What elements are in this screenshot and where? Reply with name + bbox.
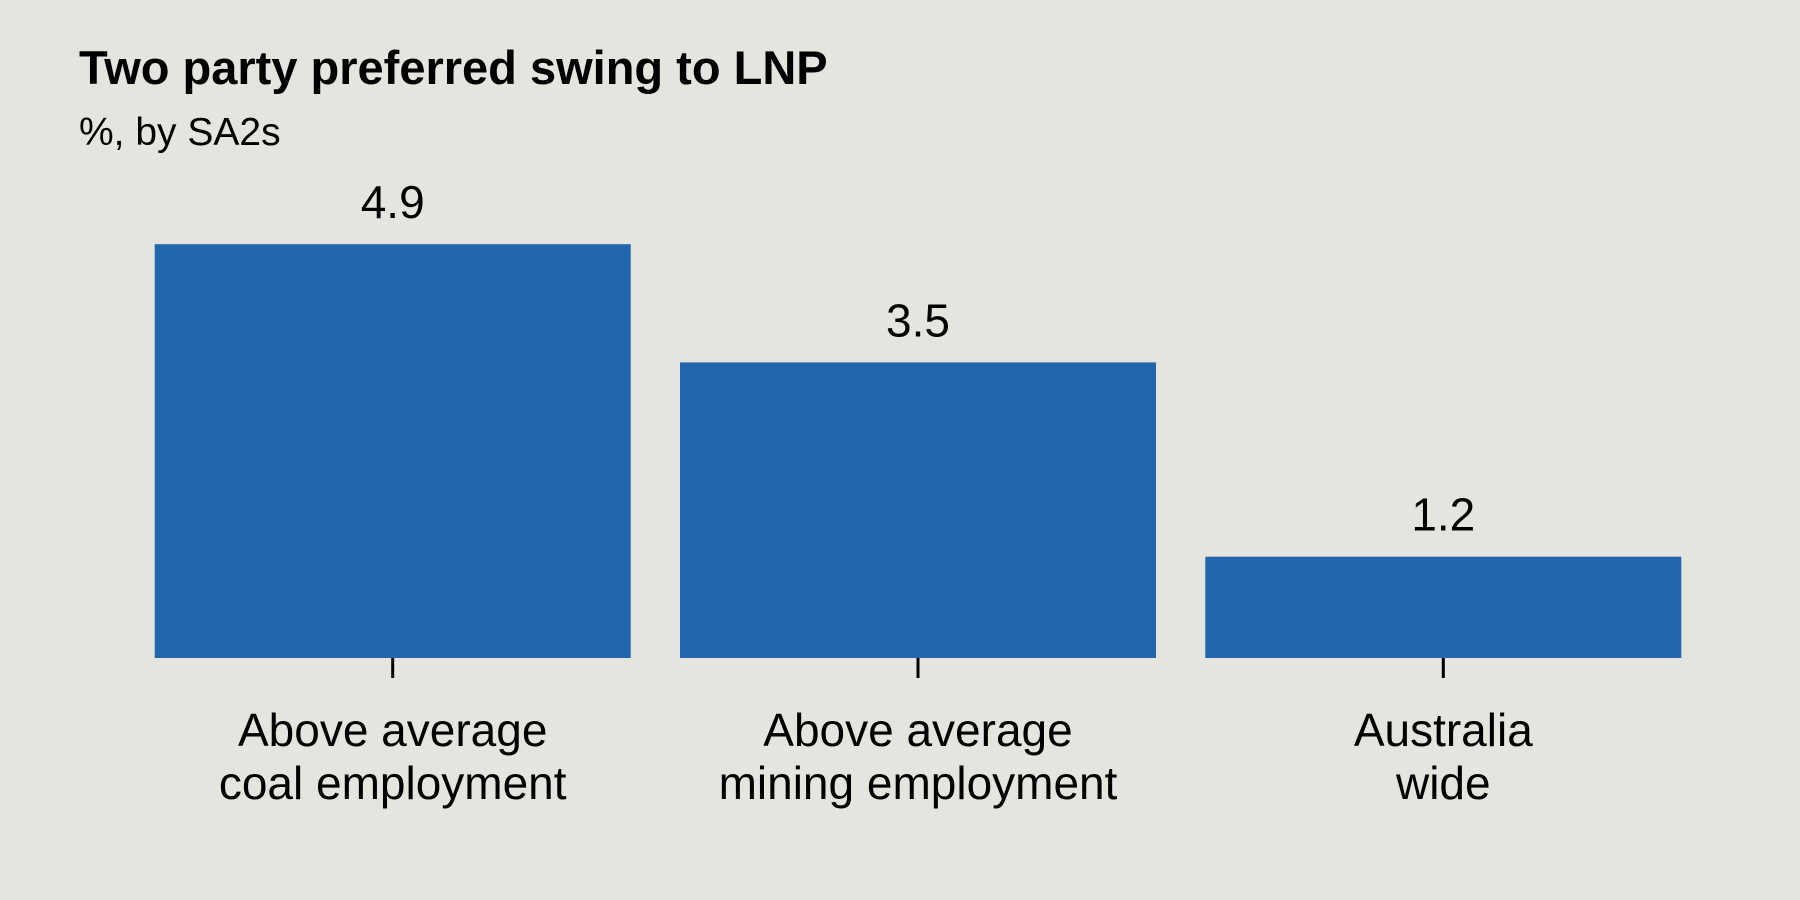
bar-0 <box>154 244 631 658</box>
bar-value-label-0: 4.9 <box>361 176 425 228</box>
x-tick-label-0: Above average coal employment <box>219 704 567 809</box>
bar-1 <box>680 362 1156 658</box>
bar-value-label-2: 1.2 <box>1411 489 1475 541</box>
x-tick-label-1: Above average mining employment <box>719 704 1118 809</box>
chart-subtitle: %, by SA2s <box>79 111 281 154</box>
bar-2 <box>1205 556 1682 658</box>
x-tick-label-2: Australia wide <box>1354 704 1533 809</box>
chart-title: Two party preferred swing to LNP <box>79 41 828 94</box>
bar-value-label-1: 3.5 <box>886 294 950 346</box>
